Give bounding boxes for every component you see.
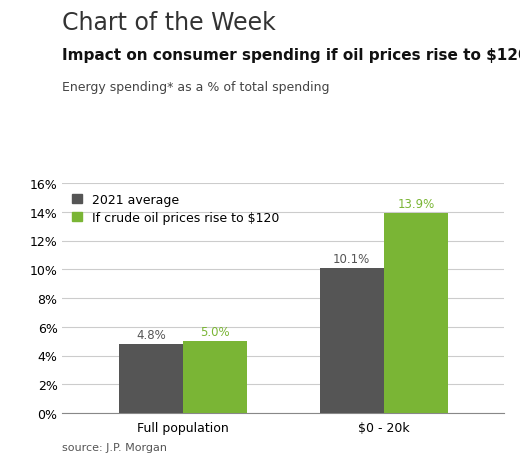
Text: 13.9%: 13.9% xyxy=(397,198,435,211)
Text: Chart of the Week: Chart of the Week xyxy=(62,11,276,35)
Text: 5.0%: 5.0% xyxy=(200,325,230,339)
Bar xyxy=(119,344,183,413)
Legend: 2021 average, If crude oil prices rise to $120: 2021 average, If crude oil prices rise t… xyxy=(69,190,283,228)
Bar xyxy=(183,341,247,413)
Text: Impact on consumer spending if oil prices rise to $120: Impact on consumer spending if oil price… xyxy=(62,48,520,63)
Text: source: J.P. Morgan: source: J.P. Morgan xyxy=(62,442,167,452)
Text: 10.1%: 10.1% xyxy=(333,252,370,265)
Bar xyxy=(384,214,448,413)
Text: Energy spending* as a % of total spending: Energy spending* as a % of total spendin… xyxy=(62,80,330,93)
Bar xyxy=(320,268,384,413)
Text: 4.8%: 4.8% xyxy=(136,328,166,341)
